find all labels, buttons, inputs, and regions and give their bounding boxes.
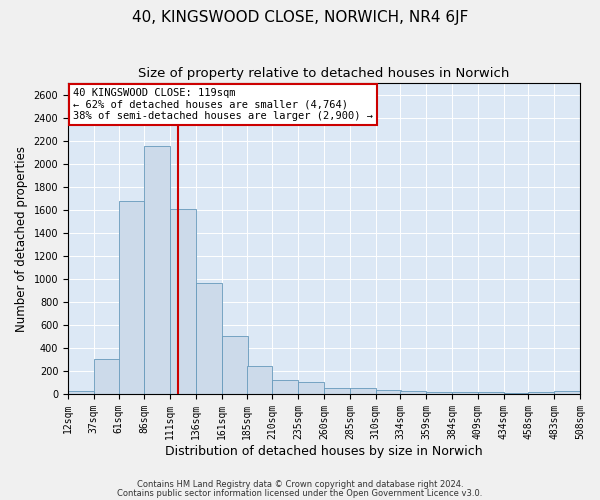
Text: 40, KINGSWOOD CLOSE, NORWICH, NR4 6JF: 40, KINGSWOOD CLOSE, NORWICH, NR4 6JF (132, 10, 468, 25)
Bar (272, 380, 298, 394)
Bar (554, 391, 580, 394)
Bar (170, 208, 196, 394)
Bar (222, 336, 248, 394)
Bar (119, 200, 145, 394)
Y-axis label: Number of detached properties: Number of detached properties (15, 146, 28, 332)
Bar (324, 388, 350, 394)
Bar (400, 390, 426, 394)
Text: Contains HM Land Registry data © Crown copyright and database right 2024.: Contains HM Land Registry data © Crown c… (137, 480, 463, 489)
Bar (196, 284, 222, 394)
Bar (426, 392, 452, 394)
Bar (298, 382, 324, 394)
Bar (350, 388, 376, 394)
Title: Size of property relative to detached houses in Norwich: Size of property relative to detached ho… (139, 68, 510, 80)
Text: Contains public sector information licensed under the Open Government Licence v3: Contains public sector information licen… (118, 488, 482, 498)
Bar (452, 392, 478, 394)
X-axis label: Distribution of detached houses by size in Norwich: Distribution of detached houses by size … (165, 444, 483, 458)
Bar (247, 366, 272, 394)
Text: 40 KINGSWOOD CLOSE: 119sqm
← 62% of detached houses are smaller (4,764)
38% of s: 40 KINGSWOOD CLOSE: 119sqm ← 62% of deta… (73, 88, 373, 121)
Bar (94, 360, 119, 394)
Bar (478, 392, 503, 394)
Bar (376, 390, 401, 394)
Bar (68, 391, 94, 394)
Bar (145, 146, 170, 394)
Bar (529, 392, 554, 394)
